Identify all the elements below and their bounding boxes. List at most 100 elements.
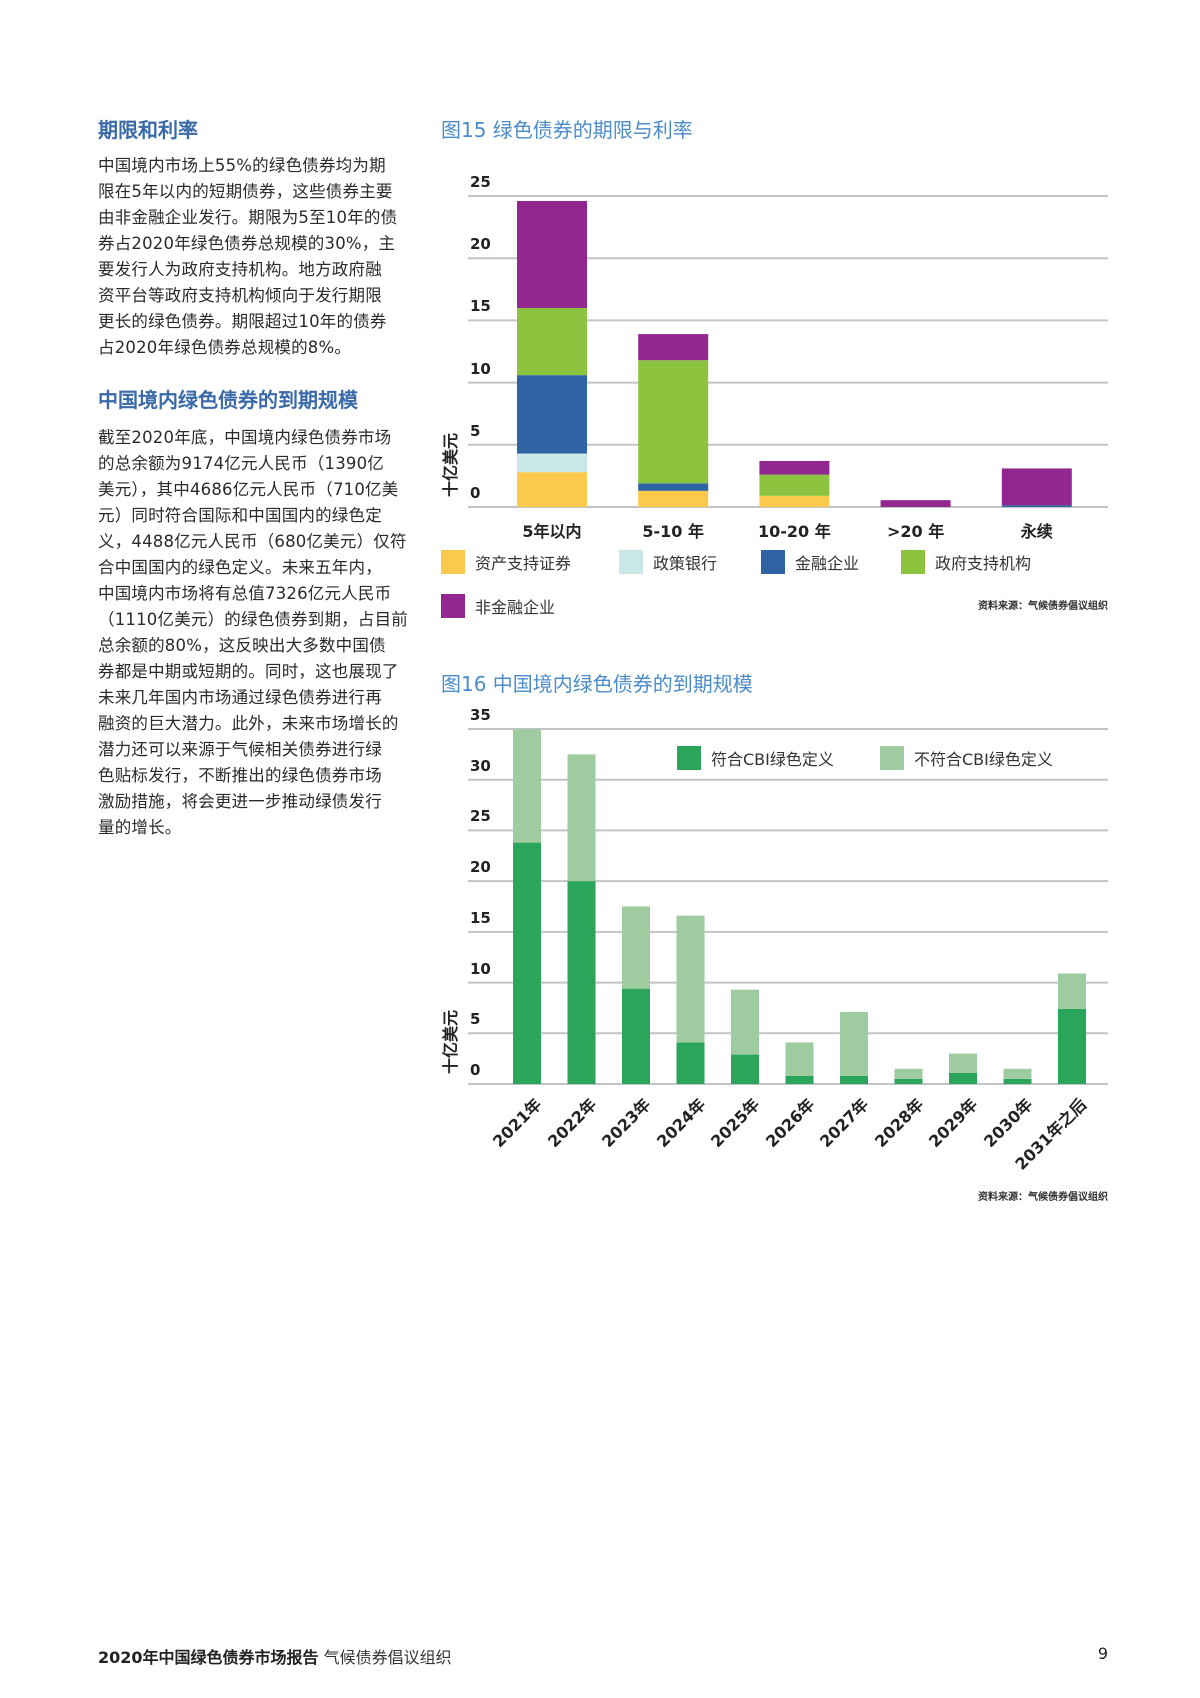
paragraph-line: 总余额的80%，这反映出大多数中国债 xyxy=(98,636,386,655)
bar-segment-0-1 xyxy=(567,881,596,1084)
bar-segment-3-0 xyxy=(517,307,587,376)
footer: 2020年中国绿色债券市场报告 气候债券倡议组织 xyxy=(98,1644,452,1668)
bar-segment-1-0 xyxy=(517,453,587,473)
paragraph-maturity-scale: 截至2020年底，中国境内绿色债券市场 的总余额为9174亿元人民币（1390亿美… xyxy=(98,425,408,841)
paragraph-line: 美元），其中4686亿元人民币（710亿美 xyxy=(98,480,399,499)
legend-swatch xyxy=(901,550,925,574)
y-tick-label: 10 xyxy=(470,959,491,978)
paragraph-line: 元）同时符合国际和中国国内的绿色定 xyxy=(98,506,382,525)
source-note: 资料来源：气候债券倡议组织 xyxy=(978,601,1108,612)
bar-segment-0-3 xyxy=(676,1042,705,1084)
bar-segment-0-10 xyxy=(1058,1008,1086,1084)
legend-swatch xyxy=(619,550,643,574)
paragraph-line: 资平台等政府支持机构倾向于发行期限 xyxy=(98,286,382,305)
bar-segment-0-0 xyxy=(517,472,587,507)
y-tick-label: 5 xyxy=(470,421,481,440)
y-axis-label: 十亿美元 xyxy=(441,1010,460,1075)
bar-segment-2-1 xyxy=(638,483,709,491)
paragraph-line: 要发行人为政府支持机构。地方政府融 xyxy=(98,260,382,279)
bar-segment-2-0 xyxy=(517,375,587,454)
paragraph-line: 券占2020年绿色债券总规模的30%，主 xyxy=(98,234,396,253)
paragraph-line: （1110亿美元）的绿色债券到期，占目前 xyxy=(98,610,408,629)
paragraph-line: 截至2020年底，中国境内绿色债券市场 xyxy=(98,428,392,447)
legend-item: 政策银行 xyxy=(619,550,717,574)
legend-label: 不符合CBI绿色定义 xyxy=(914,750,1053,769)
legend-label: 政府支持机构 xyxy=(935,554,1032,573)
y-tick-label: 15 xyxy=(470,297,491,316)
legend-item: 资产支持证券 xyxy=(441,550,571,574)
bar-segment-0-0 xyxy=(513,842,541,1084)
bar-segment-4-1 xyxy=(638,334,709,361)
bar-segment-1-2 xyxy=(622,906,650,989)
y-tick-label: 15 xyxy=(470,908,491,927)
legend-swatch xyxy=(441,594,465,618)
legend-label: 符合CBI绿色定义 xyxy=(711,750,834,769)
bar-segment-0-5 xyxy=(785,1075,814,1084)
legend-swatch xyxy=(441,550,465,574)
bar-segment-0-2 xyxy=(759,495,830,507)
bar-segment-1-5 xyxy=(785,1042,814,1076)
bar-segment-1-8 xyxy=(949,1053,977,1073)
paragraph-line: 占2020年绿色债券总规模的8%。 xyxy=(98,338,352,357)
bar-segment-3-1 xyxy=(638,360,709,484)
y-tick-label: 20 xyxy=(470,858,491,877)
paragraph-line: 融资的巨大潜力。此外，未来市场增长的 xyxy=(98,714,399,733)
paragraph-line: 券都是中期或短期的。同时，这也展现了 xyxy=(98,662,399,681)
page-number: 9 xyxy=(1097,1644,1108,1663)
legend-swatch xyxy=(677,746,701,770)
bar-segment-1-4 xyxy=(731,989,759,1055)
x-tick-label: 5年以内 xyxy=(522,522,582,541)
bar-segment-1-1 xyxy=(567,754,596,882)
y-tick-label: 25 xyxy=(470,807,491,826)
figure-15-title: 图15 绿色债券的期限与利率 xyxy=(441,118,693,142)
bar-segment-4-2 xyxy=(759,460,830,475)
legend-item: 金融企业 xyxy=(761,550,859,574)
section-heading-maturity-and-rate: 期限和利率 xyxy=(98,118,198,142)
bar-segment-1-10 xyxy=(1058,973,1086,1009)
paragraph-line: 义，4488亿元人民币（680亿美元）仅符 xyxy=(98,532,407,551)
bar-segment-0-4 xyxy=(731,1054,759,1084)
legend-item: 符合CBI绿色定义 xyxy=(677,746,834,770)
section-heading-maturity-scale: 中国境内绿色债券的到期规模 xyxy=(98,388,358,412)
paragraph-line: 中国境内市场上55%的绿色债券均为期 xyxy=(98,156,386,175)
legend-item: 政府支持机构 xyxy=(901,550,1031,574)
legend-label: 政策银行 xyxy=(653,554,718,573)
paragraph-line: 激励措施，将会更进一步推动绿债发行 xyxy=(98,792,382,811)
paragraph-line: 由非金融企业发行。期限为5至10年的债 xyxy=(98,208,398,227)
y-tick-label: 20 xyxy=(470,235,491,254)
bar-segment-0-9 xyxy=(1003,1078,1032,1084)
bar-segment-4-3 xyxy=(880,500,951,507)
x-tick-label: 5-10 年 xyxy=(642,522,704,541)
bar-segment-1-3 xyxy=(676,915,705,1043)
bar-segment-0-1 xyxy=(638,490,709,507)
y-tick-label: 0 xyxy=(470,484,481,502)
bar-segment-0-2 xyxy=(622,988,650,1084)
y-tick-label: 10 xyxy=(470,359,491,378)
paragraph-line: 限在5年以内的短期债券，这些债券主要 xyxy=(98,182,393,201)
legend-item: 非金融企业 xyxy=(441,594,555,618)
bar-segment-1-7 xyxy=(894,1068,923,1079)
bar-segment-1-6 xyxy=(840,1011,868,1076)
bar-segment-1-9 xyxy=(1003,1068,1032,1079)
legend-swatch xyxy=(880,746,904,770)
y-tick-label: 35 xyxy=(470,706,491,724)
bar-segment-0-8 xyxy=(949,1072,977,1084)
x-tick-label: 10-20 年 xyxy=(758,522,831,541)
y-tick-label: 25 xyxy=(470,173,491,191)
source-note: 资料来源：气候债券倡议组织 xyxy=(978,1192,1108,1203)
footer-report-title: 2020年中国绿色债券市场报告 xyxy=(98,1648,319,1667)
x-tick-label: 永续 xyxy=(1020,522,1053,541)
legend-swatch xyxy=(761,550,785,574)
paragraph-line: 合中国国内的绿色定义。未来五年内， xyxy=(98,558,382,577)
figure-16-title: 图16 中国境内绿色债券的到期规模 xyxy=(441,672,753,696)
bar-segment-3-2 xyxy=(759,474,830,496)
legend-label: 资产支持证券 xyxy=(475,554,572,573)
x-tick-label: >20 年 xyxy=(886,522,945,541)
paragraph-line: 中国境内市场将有总值7326亿元人民币 xyxy=(98,584,392,603)
legend-label: 金融企业 xyxy=(795,554,860,573)
bar-segment-2-4 xyxy=(1001,505,1072,507)
legend-label: 非金融企业 xyxy=(475,598,556,617)
y-tick-label: 0 xyxy=(470,1061,481,1079)
